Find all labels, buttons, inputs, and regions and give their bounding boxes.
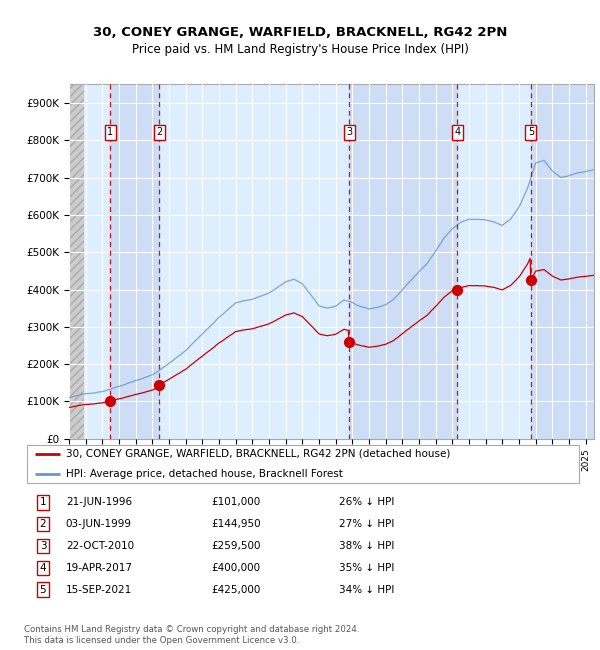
Text: 4: 4 [40, 563, 46, 573]
Bar [69, 84, 85, 439]
Text: Contains HM Land Registry data © Crown copyright and database right 2024.
This d: Contains HM Land Registry data © Crown c… [24, 625, 359, 645]
Text: 30, CONEY GRANGE, WARFIELD, BRACKNELL, RG42 2PN (detached house): 30, CONEY GRANGE, WARFIELD, BRACKNELL, R… [66, 449, 450, 459]
Text: £425,000: £425,000 [211, 585, 260, 595]
Text: 38% ↓ HPI: 38% ↓ HPI [339, 541, 395, 551]
Text: £400,000: £400,000 [211, 563, 260, 573]
Text: 3: 3 [40, 541, 46, 551]
Bar [349, 84, 457, 439]
Text: 19-APR-2017: 19-APR-2017 [66, 563, 133, 573]
Text: 34% ↓ HPI: 34% ↓ HPI [339, 585, 395, 595]
Text: £259,500: £259,500 [211, 541, 260, 551]
Point [526, 275, 536, 285]
Text: 26% ↓ HPI: 26% ↓ HPI [339, 497, 395, 507]
Point [344, 337, 354, 347]
Point [452, 285, 462, 295]
Point [155, 380, 164, 390]
Text: 3: 3 [346, 127, 352, 137]
Text: 4: 4 [454, 127, 460, 137]
Text: £144,950: £144,950 [211, 519, 260, 529]
Text: 5: 5 [528, 127, 534, 137]
Text: 27% ↓ HPI: 27% ↓ HPI [339, 519, 395, 529]
Text: 21-JUN-1996: 21-JUN-1996 [66, 497, 132, 507]
Text: £101,000: £101,000 [211, 497, 260, 507]
Text: 5: 5 [40, 585, 46, 595]
Text: 15-SEP-2021: 15-SEP-2021 [66, 585, 132, 595]
Point [106, 396, 115, 406]
Text: HPI: Average price, detached house, Bracknell Forest: HPI: Average price, detached house, Brac… [66, 469, 343, 478]
Text: 30, CONEY GRANGE, WARFIELD, BRACKNELL, RG42 2PN: 30, CONEY GRANGE, WARFIELD, BRACKNELL, R… [93, 26, 507, 39]
Text: 1: 1 [107, 127, 113, 137]
Text: 03-JUN-1999: 03-JUN-1999 [66, 519, 132, 529]
Text: 2: 2 [40, 519, 46, 529]
Text: 1: 1 [40, 497, 46, 507]
Bar [531, 84, 594, 439]
Text: 35% ↓ HPI: 35% ↓ HPI [339, 563, 395, 573]
FancyBboxPatch shape [27, 445, 579, 483]
Text: 22-OCT-2010: 22-OCT-2010 [66, 541, 134, 551]
Text: Price paid vs. HM Land Registry's House Price Index (HPI): Price paid vs. HM Land Registry's House … [131, 43, 469, 56]
Text: 2: 2 [156, 127, 163, 137]
Bar [110, 84, 160, 439]
